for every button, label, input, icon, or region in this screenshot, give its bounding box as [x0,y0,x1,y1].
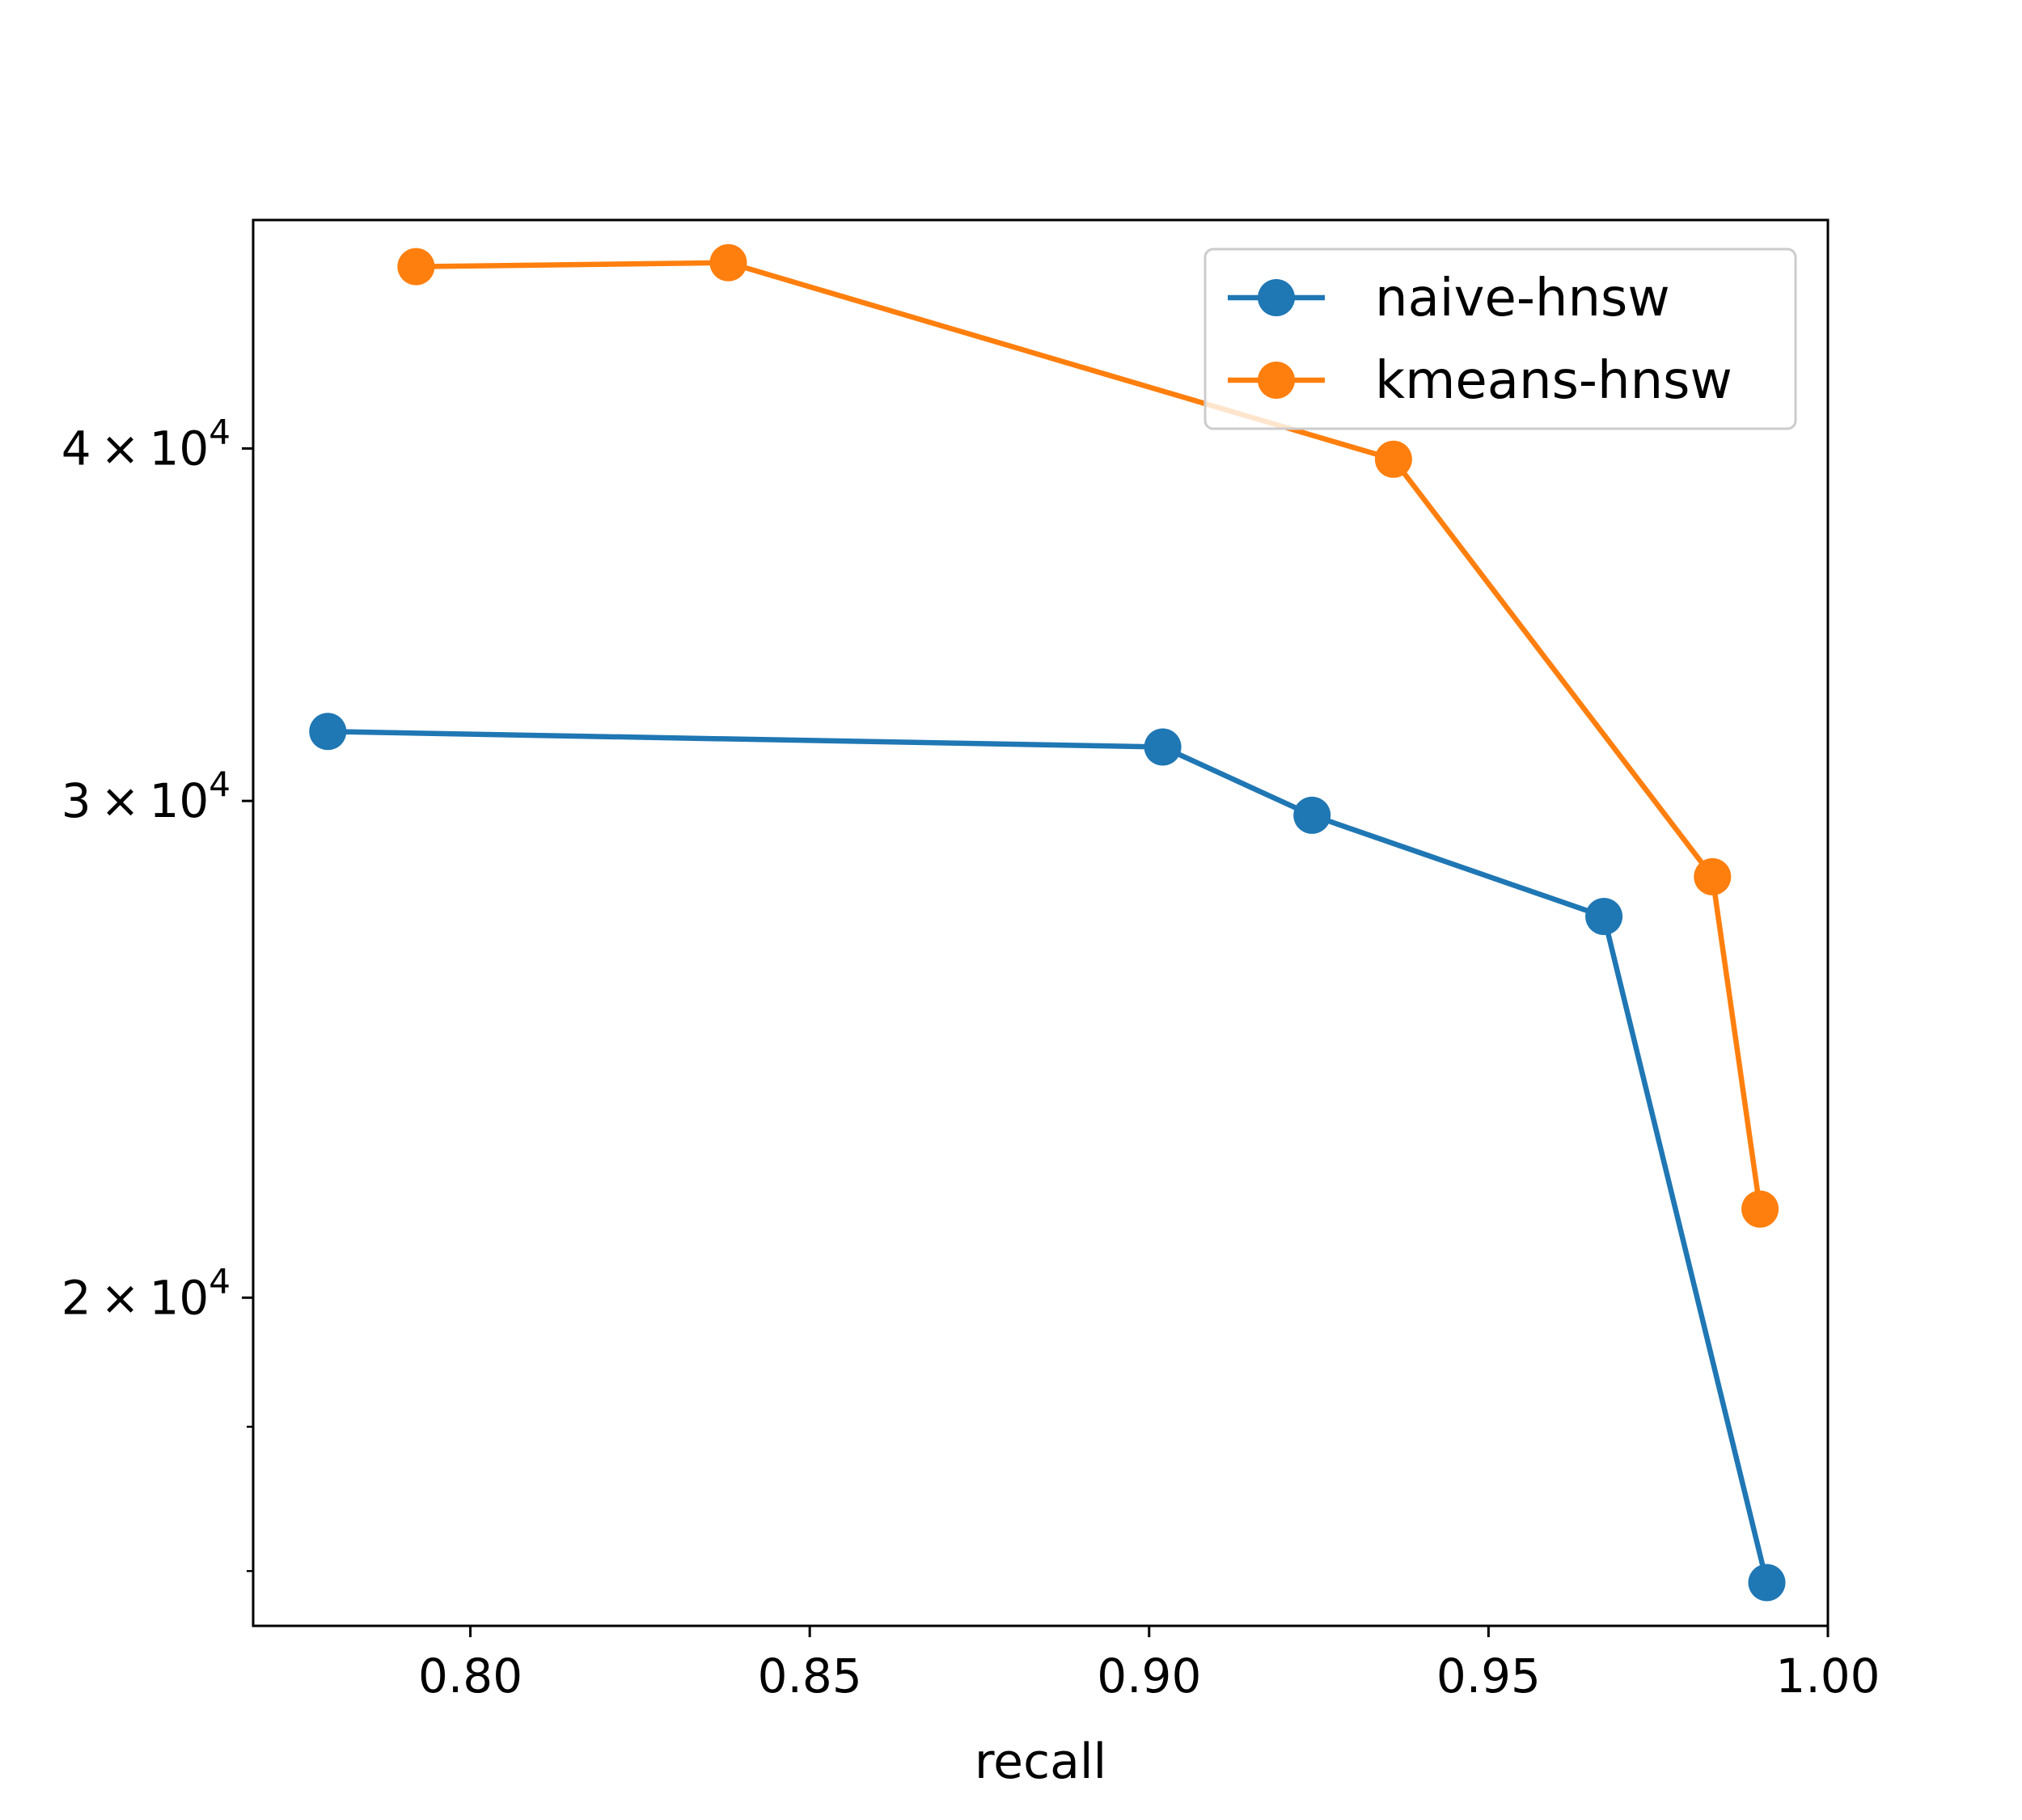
y-tick-label: 3 × 104 [61,764,231,828]
data-point-naive-hnsw [1748,1564,1786,1602]
x-axis: 0.80 0.85 0.90 0.95 1.00 [418,1626,1880,1704]
y-tick-mantissa: 2 [61,1270,91,1325]
legend: naive-hnsw kmeans-hnsw [1203,248,1797,430]
data-point-naive-hnsw [1144,728,1182,766]
plot-frame [252,218,1830,1627]
legend-label: kmeans-hnsw [1375,351,1732,411]
y-tick-base: 10 [149,773,209,828]
legend-label: naive-hnsw [1375,269,1670,328]
x-tick-label: 0.85 [758,1649,862,1704]
data-point-naive-hnsw [1293,796,1331,834]
x-tick-label: 0.80 [418,1649,522,1704]
y-tick-mantissa: 3 [61,773,91,828]
x-tick-label: 0.95 [1436,1649,1541,1704]
data-point-kmeans-hnsw [397,248,435,286]
y-tick-base: 10 [149,421,209,476]
y-tick-exponent: 4 [209,1261,231,1301]
legend-marker-naive-hnsw [1258,279,1295,316]
data-point-kmeans-hnsw [1741,1190,1779,1228]
y-tick-label: 2 × 104 [61,1261,231,1325]
x-tick-label: 1.00 [1775,1649,1880,1704]
legend-marker-kmeans-hnsw [1258,362,1295,399]
y-tick-times: × [91,1270,150,1325]
y-tick-label: 4 × 104 [61,412,231,476]
y-tick-base: 10 [149,1270,209,1325]
x-tick-label: 0.90 [1097,1649,1201,1704]
data-point-kmeans-hnsw [1374,440,1412,478]
data-point-kmeans-hnsw [709,243,747,281]
y-tick-mantissa: 4 [61,421,91,476]
y-tick-exponent: 4 [209,412,231,451]
legend-box [1203,248,1797,430]
x-axis-label: recall [975,1733,1106,1790]
data-point-naive-hnsw [1585,898,1623,935]
data-point-naive-hnsw [309,713,347,751]
y-tick-times: × [91,421,150,476]
data-point-kmeans-hnsw [1694,857,1732,895]
y-tick-exponent: 4 [209,764,231,804]
series-markers [309,243,1786,1602]
y-tick-times: × [91,773,150,828]
